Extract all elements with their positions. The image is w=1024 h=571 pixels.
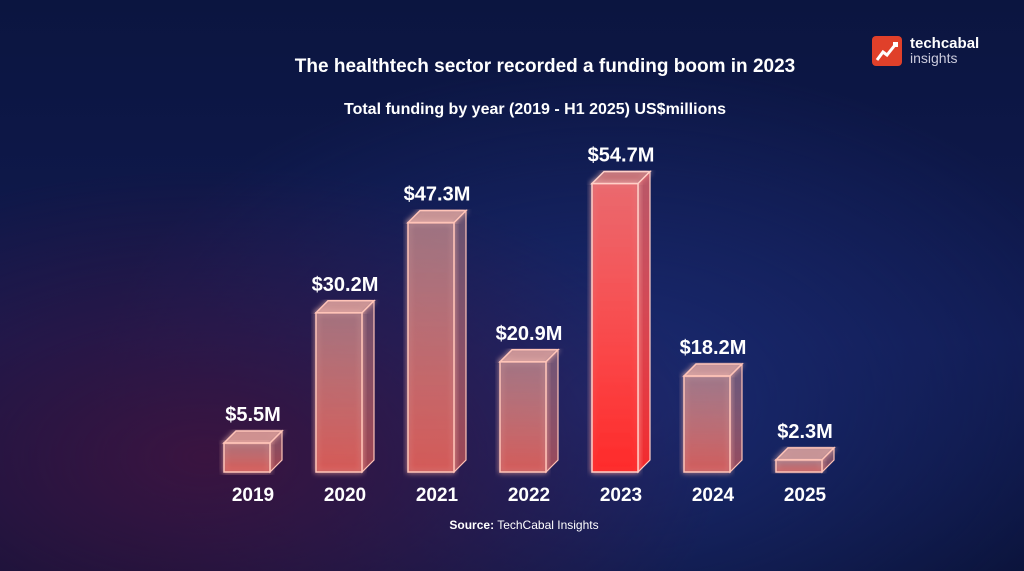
- data-label: $2.3M: [777, 421, 833, 443]
- bar-side-face: [729, 362, 743, 474]
- source-note: Source: TechCabal Insights: [0, 518, 1024, 532]
- data-label: $20.9M: [496, 323, 563, 345]
- data-label: $47.3M: [404, 184, 471, 206]
- bar-side-face: [453, 209, 467, 474]
- x-tick-label: 2022: [508, 485, 550, 506]
- bar-2023: [590, 170, 652, 474]
- x-tick-label: 2025: [784, 485, 827, 506]
- techcabal-logo: techcabal insights: [872, 36, 979, 66]
- chart-subtitle: Total funding by year (2019 - H1 2025) U…: [343, 101, 727, 118]
- x-tick-label: 2020: [324, 485, 366, 506]
- bar-front-face: [315, 312, 363, 473]
- data-label: $5.5M: [225, 404, 281, 426]
- x-tick-label: 2019: [232, 485, 274, 506]
- bar-side-face: [361, 299, 375, 474]
- bar-front-face: [683, 375, 731, 473]
- bar-2021: [406, 209, 468, 474]
- bar-front-face: [775, 459, 823, 473]
- bar-side-face: [637, 170, 651, 474]
- bar-2022: [498, 348, 560, 474]
- bar-front-face: [499, 361, 547, 473]
- x-tick-label: 2024: [692, 485, 735, 506]
- bar-2020: [314, 299, 376, 474]
- bar-front-face: [223, 442, 271, 473]
- trend-arrow-icon: [872, 36, 902, 66]
- data-label: $18.2M: [680, 337, 747, 359]
- bar-front-face: [591, 182, 639, 473]
- bar-front-face: [407, 221, 455, 473]
- logo-line2: insights: [910, 50, 958, 66]
- logo-line1: techcabal: [910, 35, 980, 52]
- source-label: Source:: [449, 518, 495, 532]
- bar-2019: [222, 429, 284, 474]
- bar-side-face: [545, 348, 559, 474]
- x-tick-label: 2021: [416, 485, 459, 506]
- source-text: TechCabal Insights: [497, 518, 599, 532]
- data-label: $54.7M: [588, 145, 655, 167]
- x-tick-label: 2023: [600, 485, 642, 506]
- bar-2025: [774, 446, 836, 474]
- data-label: $30.2M: [312, 274, 379, 296]
- bar-2024: [682, 362, 744, 474]
- chart-title: The healthtech sector recorded a funding…: [294, 56, 796, 77]
